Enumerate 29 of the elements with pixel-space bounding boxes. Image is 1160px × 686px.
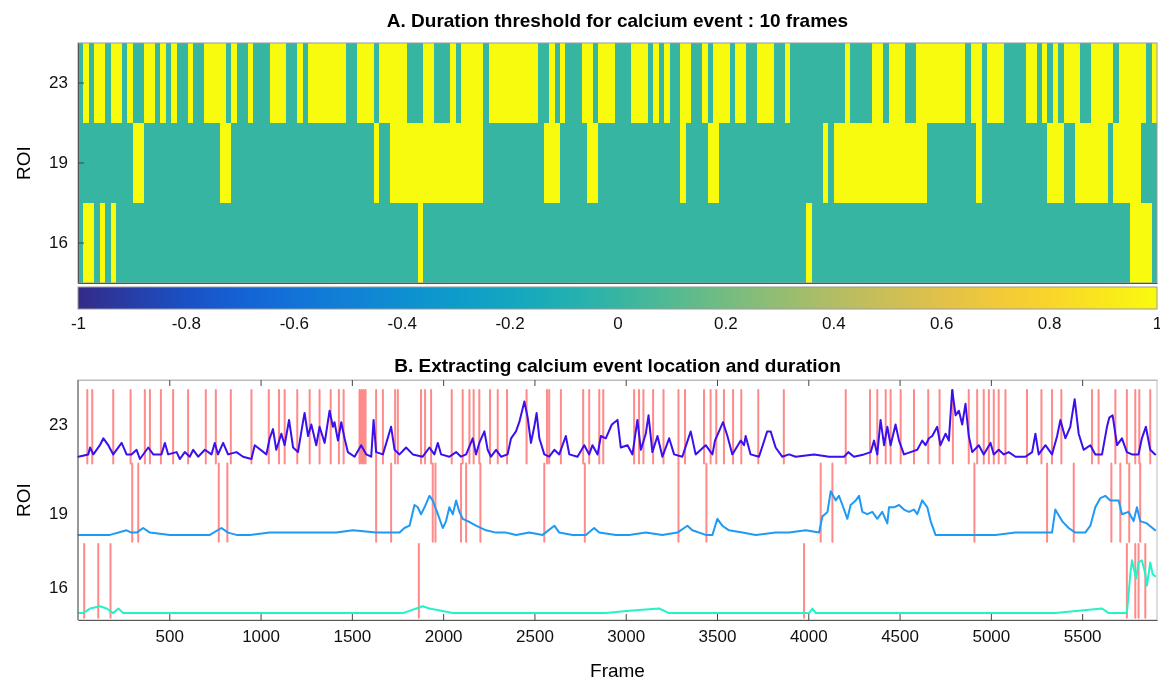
x-tick-label: 500 (155, 627, 184, 647)
x-tick-label: 3000 (607, 627, 646, 647)
y-axis-title: ROI (13, 483, 34, 517)
color-bar-label: 0.8 (1037, 314, 1062, 334)
color-bar-label: -0.4 (387, 314, 417, 334)
x-tick-label: 1000 (242, 627, 280, 647)
color-bar-label: 0.4 (821, 314, 846, 334)
color-bar-label: -1 (70, 314, 87, 334)
chart-title: B. Extracting calcium event location and duration (394, 355, 841, 376)
x-tick-label: 1500 (333, 627, 372, 647)
color-bar-label: -0.8 (171, 314, 202, 334)
y-tick-label: 19 (49, 153, 68, 173)
y-axis-title: ROI (13, 146, 34, 180)
y-tick-label: 23 (49, 73, 68, 93)
color-bar-label: 0.2 (714, 314, 738, 334)
x-tick-label: 4000 (789, 627, 828, 647)
x-axis-title: Frame (590, 660, 645, 681)
x-tick-label: 2500 (516, 627, 554, 647)
x-tick-label: 3500 (698, 627, 737, 647)
y-tick-label: 16 (49, 233, 68, 253)
x-tick-label: 2000 (424, 627, 463, 647)
x-tick-label: 5000 (972, 627, 1011, 647)
color-bar-label: -0.2 (495, 314, 525, 334)
x-tick-label: 4500 (881, 627, 919, 647)
color-bar-label: 0.6 (929, 314, 954, 334)
color-bar-label: -0.6 (279, 314, 309, 334)
color-bar-label: 0 (613, 314, 623, 334)
x-tick-label: 5500 (1063, 627, 1102, 647)
chart-title: A. Duration threshold for calcium event : 10 frames (386, 10, 849, 31)
